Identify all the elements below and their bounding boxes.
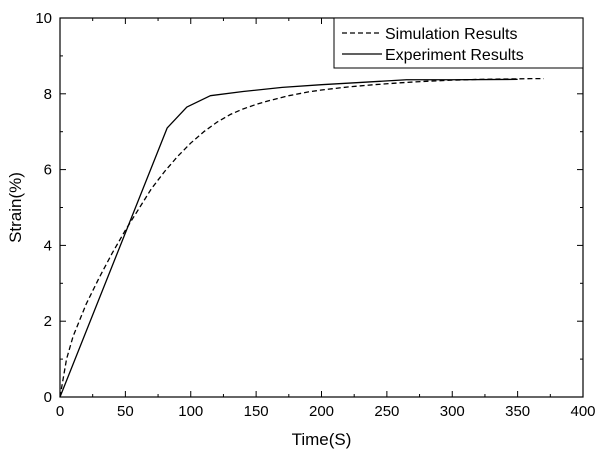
x-tick-label: 200 [309,403,334,420]
legend-box [333,17,584,69]
y-tick-label: 10 [35,10,52,27]
plot-frame [59,17,584,398]
y-tick-label: 4 [44,237,52,254]
series-lines [59,77,544,398]
legend: Simulation Results Experiment Results [333,17,584,69]
x-tick-label: 400 [570,403,595,420]
plot-border [59,17,584,398]
x-tick-label: 250 [374,403,399,420]
x-tick-label: 50 [117,403,134,420]
x-tick-label: 150 [244,403,269,420]
y-axis-title: Strain(%) [6,172,25,243]
axis-ticks [59,17,584,398]
x-axis-title: Time(S) [292,430,352,449]
tick-labels: 0 50 100 150 200 250 300 350 400 0 2 4 6 8 10 [35,10,595,420]
legend-label-simulation: Simulation Results [385,26,518,43]
x-tick-label: 0 [56,403,64,420]
y-tick-label: 2 [44,313,52,330]
series-line-simulation [59,77,544,398]
legend-label-experiment: Experiment Results [385,47,524,64]
y-tick-label: 6 [44,162,52,179]
x-tick-label: 350 [505,403,530,420]
x-tick-label: 300 [440,403,465,420]
series-line-experiment [59,78,518,398]
y-tick-label: 8 [44,86,52,103]
x-tick-label: 100 [178,403,203,420]
y-tick-label: 0 [44,389,52,406]
